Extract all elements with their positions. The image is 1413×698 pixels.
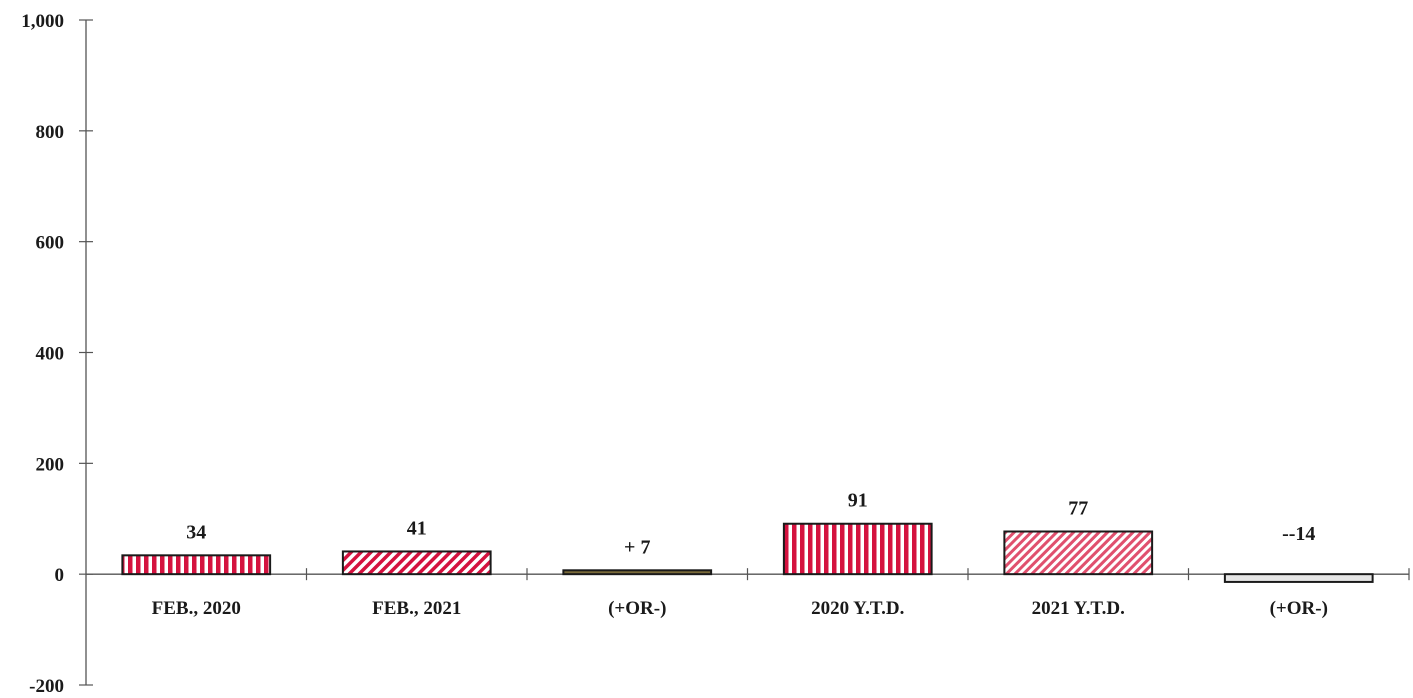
data-label: --14	[1282, 523, 1315, 545]
data-label: + 7	[624, 536, 650, 558]
y-tick-label: 600	[36, 233, 65, 254]
bar-5	[1003, 530, 1154, 576]
bar-3	[562, 569, 713, 576]
x-category-label: (+OR-)	[1270, 598, 1328, 619]
data-label: 91	[848, 490, 868, 512]
x-category-label: (+OR-)	[608, 598, 666, 619]
bar-6	[1223, 573, 1374, 583]
y-tick-label: 200	[36, 454, 65, 475]
x-category-label: 2021 Y.T.D.	[1032, 598, 1125, 619]
y-tick-label: 0	[55, 565, 65, 586]
y-tick-label: 400	[36, 344, 65, 365]
bar-2	[341, 550, 492, 576]
data-label: 41	[407, 517, 427, 539]
y-tick-label: -200	[29, 676, 64, 697]
data-label: 77	[1068, 497, 1088, 519]
x-category-label: 2020 Y.T.D.	[811, 598, 904, 619]
data-label: 34	[186, 521, 206, 543]
x-category-label: FEB., 2021	[372, 598, 461, 619]
y-tick-label: 1,000	[21, 11, 64, 32]
bar-4	[782, 522, 933, 576]
y-tick-label: 800	[36, 122, 65, 143]
x-category-label: FEB., 2020	[152, 598, 241, 619]
bar-1	[121, 554, 272, 576]
